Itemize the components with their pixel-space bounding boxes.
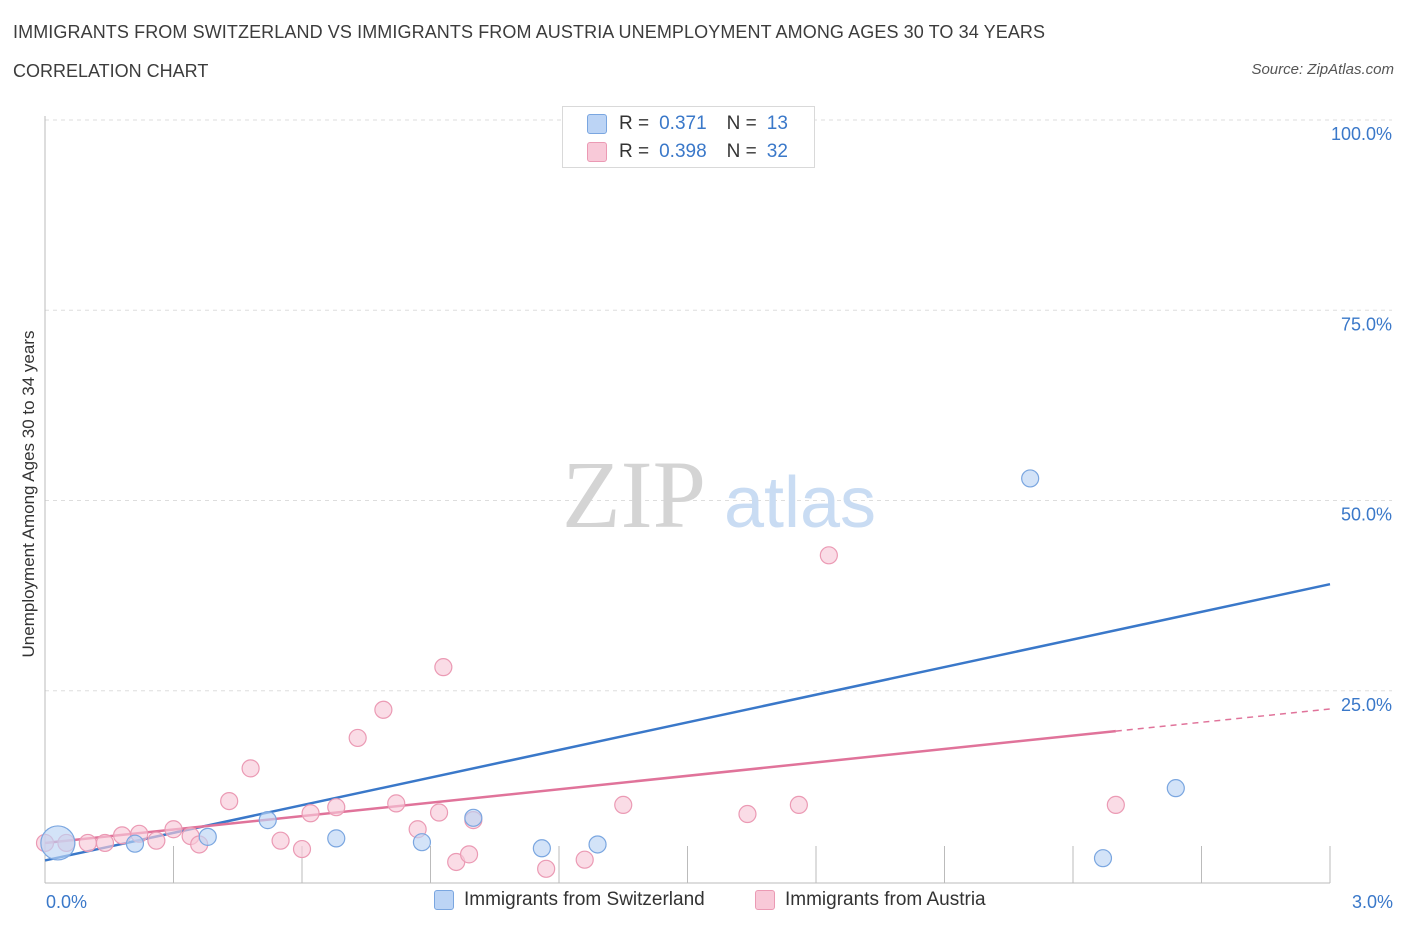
austria-point[interactable] [575, 850, 594, 869]
switzerland-point[interactable] [1021, 469, 1040, 488]
stats-row-switzerland: R = 0.371 N = 13 [587, 111, 788, 137]
n-value: 32 [766, 141, 788, 162]
watermark: ZIP atlas [562, 441, 876, 548]
austria-point[interactable] [271, 831, 290, 850]
switzerland-point[interactable] [40, 825, 76, 861]
chart-subtitle: CORRELATION CHART [13, 61, 209, 81]
r-label: R = [619, 141, 650, 162]
austria-point[interactable] [292, 839, 312, 859]
point-layer [35, 110, 1185, 878]
austria-point[interactable] [537, 859, 556, 878]
watermark-atlas: atlas [724, 463, 876, 543]
switzerland-point[interactable] [1093, 849, 1113, 868]
y-tick-label: 75.0% [1341, 314, 1392, 334]
r-value: 0.371 [659, 113, 707, 134]
austria-point[interactable] [147, 831, 166, 850]
y-tick-label: 100.0% [1331, 124, 1392, 144]
switzerland-point[interactable] [125, 834, 145, 853]
austria-point[interactable] [819, 546, 838, 565]
legend-item-switzerland[interactable]: Immigrants from Switzerland [434, 889, 705, 911]
austria-point[interactable] [164, 820, 183, 839]
switzerland-swatch [587, 114, 607, 134]
austria-point[interactable] [348, 728, 367, 748]
x-tick-label: 0.0% [46, 892, 87, 912]
switzerland-point[interactable] [588, 835, 607, 854]
legend-label-austria: Immigrants from Austria [785, 889, 986, 910]
austria-swatch [587, 142, 607, 162]
austria-trend-line [44, 729, 1116, 845]
switzerland-point[interactable] [198, 827, 217, 846]
bottom-legend: Immigrants from Switzerland Immigrants f… [0, 889, 1406, 915]
n-value: 13 [766, 113, 788, 134]
switzerland-point[interactable] [327, 829, 346, 848]
switzerland-point[interactable] [258, 811, 277, 830]
austria-point[interactable] [789, 795, 808, 815]
austria-point[interactable] [1106, 795, 1125, 815]
austria-point[interactable] [95, 833, 115, 853]
switzerland-point[interactable] [1166, 779, 1185, 798]
switzerland-point[interactable] [532, 839, 551, 858]
austria-point[interactable] [387, 794, 406, 813]
stats-row-austria: R = 0.398 N = 32 [587, 139, 788, 165]
switzerland-point[interactable] [412, 833, 432, 852]
stats-legend: R = 0.371 N = 13 R = 0.398 N = 32 [562, 106, 815, 168]
watermark-zip: ZIP [562, 441, 706, 548]
austria-point[interactable] [327, 798, 346, 817]
austria-point[interactable] [614, 795, 633, 815]
austria-point[interactable] [301, 804, 320, 823]
r-label: R = [619, 113, 650, 134]
switzerland-trend-line [44, 582, 1331, 862]
austria-point[interactable] [374, 700, 393, 719]
austria-legend-swatch [755, 890, 775, 910]
n-label: N = [726, 113, 757, 134]
austria-point[interactable] [78, 833, 97, 853]
austria-point[interactable] [220, 791, 239, 811]
y-tick-label: 50.0% [1341, 505, 1392, 525]
n-label: N = [726, 141, 757, 162]
austria-point[interactable] [429, 803, 449, 822]
switzerland-legend-swatch [434, 890, 454, 910]
austria-point[interactable] [241, 759, 260, 778]
x-tick-label: 3.0% [1352, 892, 1393, 912]
austria-point[interactable] [738, 804, 757, 824]
trend-layer [44, 582, 1331, 862]
austria-trend-extension [1115, 708, 1331, 732]
austria-point[interactable] [434, 658, 453, 677]
axis-layer: 100.0% 75.0% 50.0% 25.0% 0.0% 3.0% [44, 116, 1393, 912]
legend-label-switzerland: Immigrants from Switzerland [464, 889, 705, 910]
y-tick-label: 25.0% [1341, 695, 1392, 715]
legend-item-austria[interactable]: Immigrants from Austria [755, 889, 986, 911]
austria-point[interactable] [459, 845, 479, 864]
grid-layer [45, 119, 1392, 692]
r-value: 0.398 [659, 141, 707, 162]
source-label: Source: ZipAtlas.com [1251, 61, 1394, 78]
chart-title: IMMIGRANTS FROM SWITZERLAND VS IMMIGRANT… [13, 22, 1046, 42]
y-axis-label: Unemployment Among Ages 30 to 34 years [19, 331, 38, 658]
switzerland-point[interactable] [464, 808, 483, 827]
